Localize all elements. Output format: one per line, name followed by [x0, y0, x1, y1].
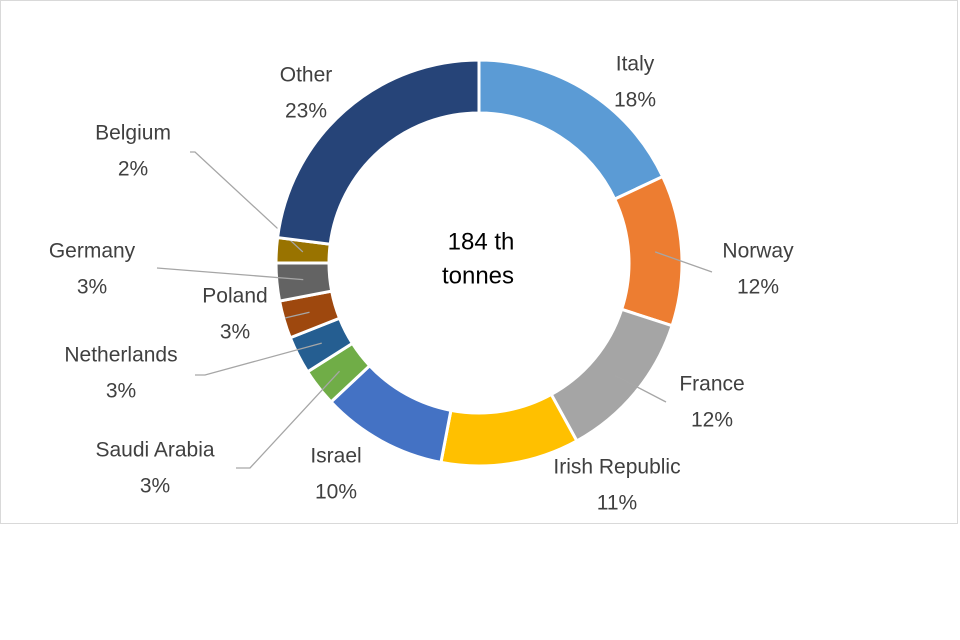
- value-label: 12%: [691, 409, 733, 432]
- category-label: France: [679, 373, 744, 396]
- category-label: Irish Republic: [553, 456, 680, 479]
- value-label: 3%: [77, 276, 107, 299]
- value-label: 18%: [614, 89, 656, 112]
- category-label: Italy: [616, 53, 655, 76]
- leader-line: [195, 342, 322, 376]
- category-label: Poland: [202, 285, 267, 308]
- value-label: 3%: [140, 475, 170, 498]
- category-label: Israel: [310, 445, 361, 468]
- category-label: Germany: [49, 240, 136, 263]
- leader-line: [654, 251, 713, 273]
- value-label: 3%: [220, 321, 250, 344]
- value-label: 2%: [118, 158, 148, 181]
- value-label: 10%: [315, 481, 357, 504]
- leader-line: [156, 267, 304, 281]
- value-label: 11%: [597, 492, 637, 515]
- value-label: 12%: [737, 276, 779, 299]
- value-label: 3%: [106, 380, 136, 403]
- leader-line: [236, 370, 341, 469]
- leader-line: [284, 311, 310, 319]
- category-label: Belgium: [95, 122, 171, 145]
- category-label: Other: [280, 64, 333, 87]
- center-label: tonnes: [442, 262, 514, 289]
- donut-slice: [275, 58, 481, 246]
- value-label: 23%: [285, 100, 327, 123]
- leader-line: [190, 151, 304, 253]
- center-label: 184 th: [448, 228, 515, 255]
- leader-line: [614, 374, 667, 403]
- category-label: Norway: [722, 240, 794, 263]
- category-label: Netherlands: [64, 344, 177, 367]
- category-label: Saudi Arabia: [95, 439, 214, 462]
